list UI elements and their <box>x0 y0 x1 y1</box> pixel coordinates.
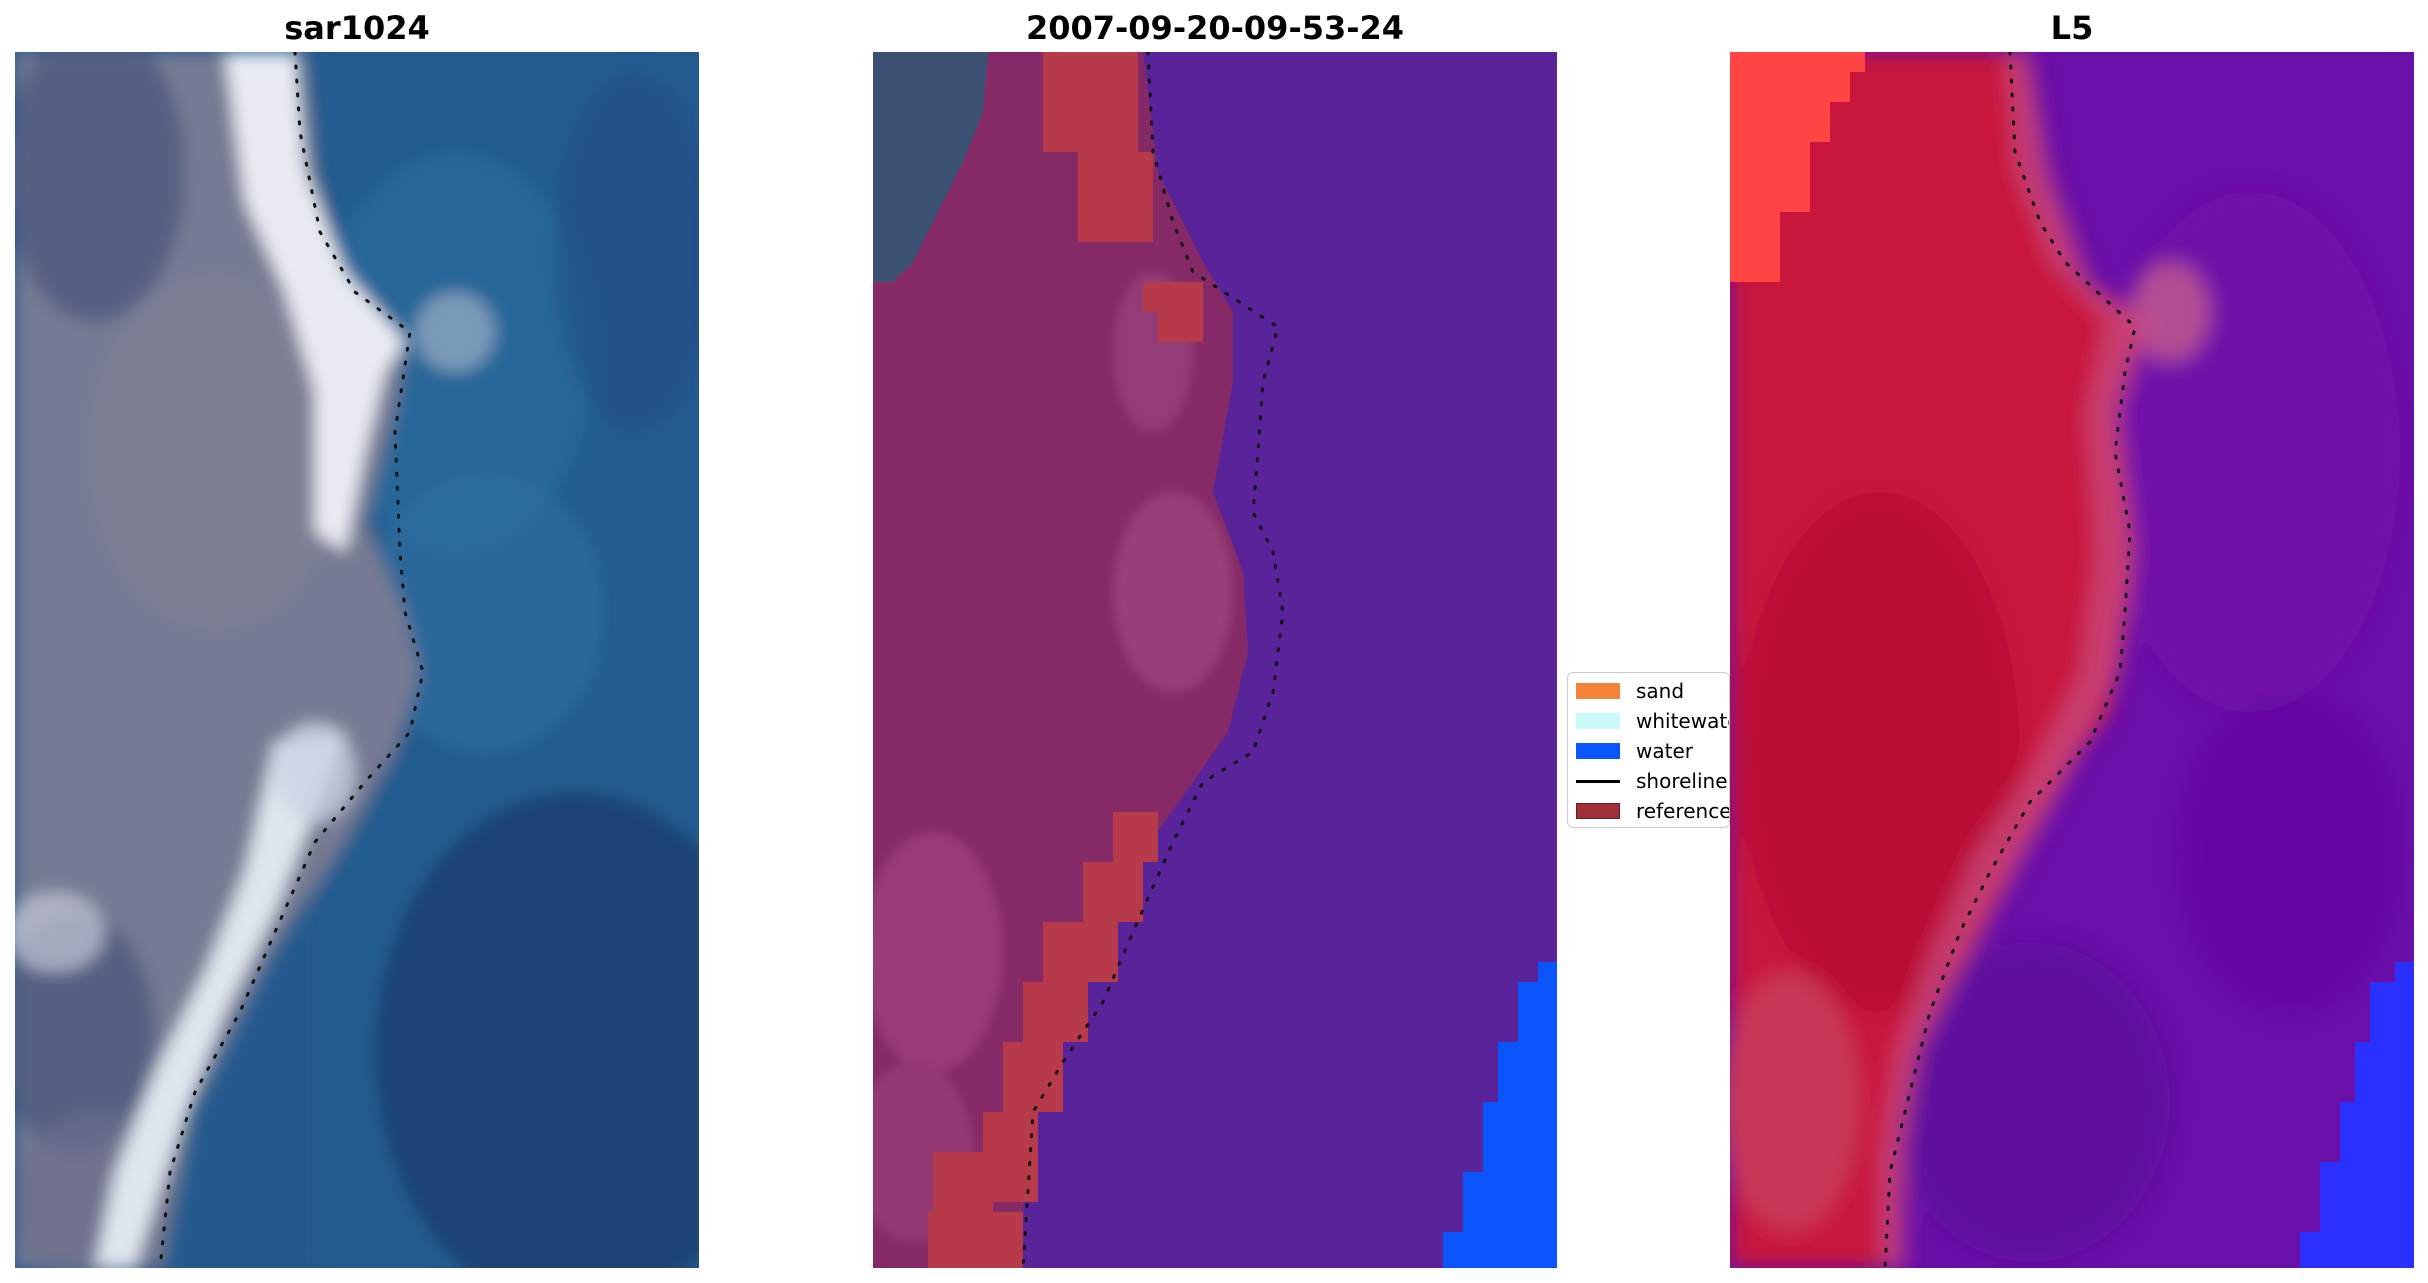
reference-area <box>928 52 1203 1268</box>
classification-map <box>873 52 1557 1268</box>
rgb-image <box>15 52 699 1268</box>
legend-label-shoreline: shoreline <box>1636 769 1728 793</box>
reference-swatch <box>1576 803 1620 819</box>
legend-item-shoreline: shoreline <box>1576 769 1728 793</box>
shoreline-path-2 <box>1021 52 1285 1268</box>
classification-panel <box>873 52 1557 1268</box>
legend-label-water: water <box>1636 739 1693 763</box>
legend-item-whitewater: whitewater <box>1576 709 1729 733</box>
panel-title-sar1024: sar1024 <box>284 9 430 47</box>
rgb-image-panel <box>15 52 699 1268</box>
panel-title-date: 2007-09-20-09-53-24 <box>1025 9 1405 47</box>
legend-item-water: water <box>1576 739 1693 763</box>
legend-label-reference: reference <box>1636 799 1730 823</box>
legend-label-sand: sand <box>1636 679 1685 703</box>
legend-item-reference: reference <box>1576 799 1730 823</box>
water-swatch <box>1576 743 1620 759</box>
l5-index-panel <box>1730 52 2414 1268</box>
l5-index-image <box>1730 52 2414 1268</box>
shoreline-swatch <box>1576 779 1620 783</box>
sand-swatch <box>1576 683 1620 699</box>
legend-item-sand: sand <box>1576 679 1684 703</box>
panel-title-l5: L5 <box>2050 9 2094 47</box>
legend-label-whitewater: whitewater <box>1636 709 1729 733</box>
whitewater-swatch <box>1576 713 1620 729</box>
legend: sand whitewater water shoreline referenc… <box>1567 672 1730 828</box>
